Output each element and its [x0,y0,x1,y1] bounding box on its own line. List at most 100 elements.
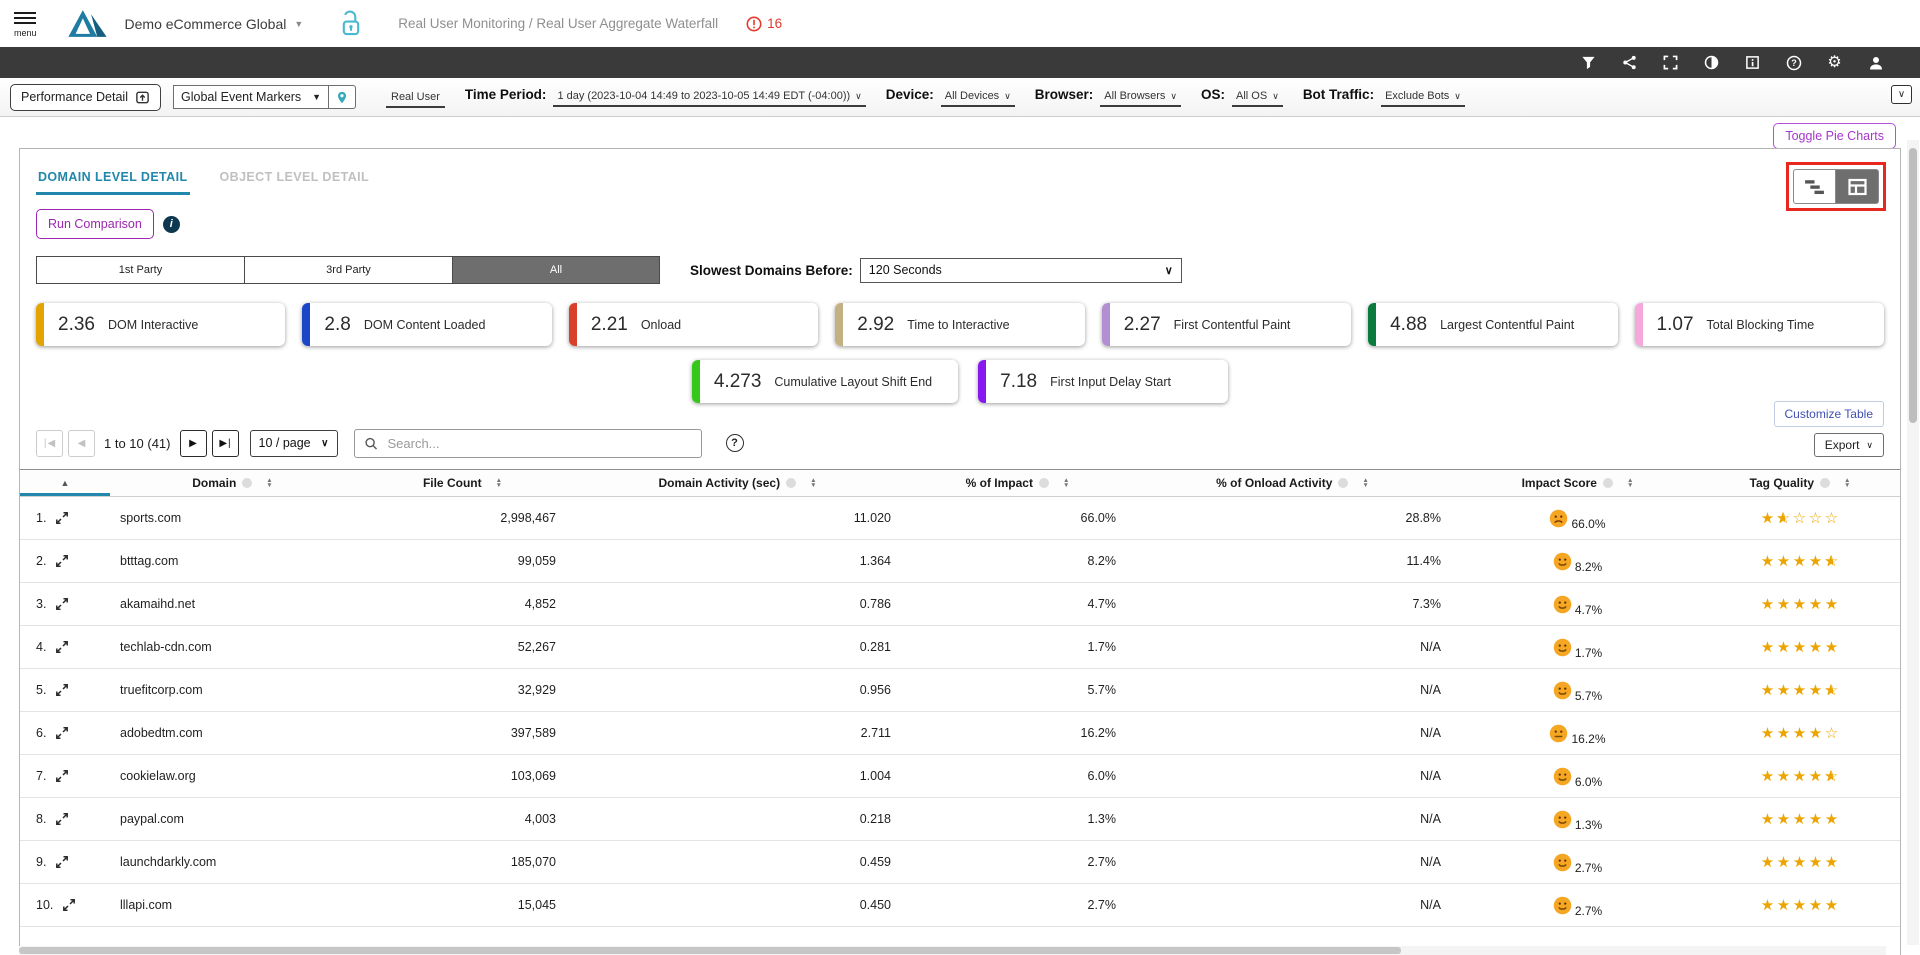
expand-icon[interactable] [55,726,69,740]
sort-icon: ▲ ▼ [1062,476,1070,489]
expand-icon[interactable] [55,812,69,826]
cell-domain[interactable]: sports.com [120,511,182,525]
column-header-row-number[interactable]: ▲ [20,470,110,496]
next-page-button[interactable]: ▶ [179,429,207,457]
export-button[interactable]: Export ∨ [1813,433,1884,457]
share-icon[interactable] [1609,47,1650,78]
column-header-file-count[interactable]: File Count ▲ ▼ [422,476,503,490]
first-party-button[interactable]: 1st Party [36,256,244,284]
first-page-button[interactable]: | ◀ [36,429,63,457]
chevron-down-icon: ▼ [294,18,304,29]
alert-badge[interactable]: 16 [746,16,782,32]
os-value[interactable]: All OS ∨ [1232,90,1283,107]
cell-domain[interactable]: paypal.com [120,812,184,826]
device-value[interactable]: All Devices ∨ [940,90,1015,107]
view-toggle-highlighted [1786,162,1886,211]
cell-domain[interactable]: launchdarkly.com [120,855,217,869]
expand-icon[interactable] [55,640,69,654]
horizontal-scrollbar[interactable] [19,946,1886,955]
real-user-mode-label[interactable]: Real User [386,91,445,108]
column-header-tag-quality[interactable]: Tag Quality ▲ ▼ [1749,476,1851,490]
slowest-domains-select[interactable]: 120 Seconds ∨ [859,257,1182,283]
unlock-icon[interactable] [339,9,362,38]
expand-icon[interactable] [62,898,76,912]
cell-domain[interactable]: akamaihd.net [120,597,196,611]
help-icon[interactable]: ? [1773,47,1814,78]
tab-object-level-detail[interactable]: OBJECT LEVEL DETAIL [219,170,370,184]
metric-value: 7.18 [1000,370,1038,392]
cell-onload-activity: 7.3% [1412,597,1442,611]
performance-detail-button[interactable]: Performance Detail [10,83,161,111]
toggle-pie-charts-button[interactable]: Toggle Pie Charts [1773,122,1896,149]
cell-impact-score: 5.7% [1455,678,1700,703]
cell-tag-quality: ★ ★ ★ ★ ★ [1760,897,1840,914]
waterfall-view-button[interactable] [1793,169,1836,204]
prev-page-button[interactable]: ◀ [68,429,95,457]
collapse-filters-button[interactable]: ∨ [1891,85,1912,104]
cell-file-count: 32,929 [517,683,556,697]
expand-icon[interactable] [55,855,69,869]
expand-icon[interactable] [55,511,69,525]
metric-color-bar [1101,303,1110,346]
column-header-onload-activity[interactable]: % of Onload Activity ▲ ▼ [1216,476,1369,490]
browser-value[interactable]: All Browsers ∨ [1100,90,1182,107]
time-period-value[interactable]: 1 day (2023-10-04 14:49 to 2023-10-05 14… [553,90,866,107]
expand-icon[interactable] [55,683,69,697]
fullscreen-icon[interactable] [1650,47,1691,78]
cell-tag-quality: ★ ★ ★ ★ ★ ☆ [1760,768,1840,785]
tab-domain-level-detail[interactable]: DOMAIN LEVEL DETAIL [36,161,190,195]
info-panel-icon[interactable] [1732,47,1773,78]
column-header-domain[interactable]: Domain ▲ ▼ [192,476,273,490]
table-row: 6. adobedtm.com 397,589 2.711 16.2% N/A … [20,712,1900,755]
cell-impact-score: 1.3% [1455,807,1700,832]
metric-color-bar [36,303,44,346]
os-label: OS: [1201,87,1226,102]
info-icon[interactable] [1820,478,1830,488]
cell-domain[interactable]: adobedtm.com [120,726,203,740]
settings-icon[interactable]: ⚙ [1827,53,1842,71]
filter-icon[interactable] [1568,47,1609,78]
bot-traffic-value[interactable]: Exclude Bots ∨ [1381,90,1465,107]
cell-domain[interactable]: lllapi.com [120,898,173,912]
hamburger-menu-button[interactable]: menu [14,9,37,38]
metric-value: 2.36 [58,313,95,335]
info-icon[interactable] [1338,478,1349,488]
user-icon[interactable] [1855,47,1896,78]
info-icon[interactable] [1602,478,1613,488]
vertical-scrollbar[interactable] [1907,140,1919,945]
cell-domain[interactable]: cookielaw.org [120,769,196,783]
expand-icon[interactable] [55,554,69,568]
run-comparison-button[interactable]: Run Comparison [36,209,154,239]
cell-domain-activity: 1.364 [859,554,891,568]
metric-value: 2.92 [857,313,895,335]
vertical-scrollbar-thumb[interactable] [1909,148,1917,423]
cell-domain[interactable]: techlab-cdn.com [120,640,212,654]
column-header-impact-score[interactable]: Impact Score ▲ ▼ [1521,476,1634,490]
brand-logo[interactable] [67,8,109,39]
info-icon[interactable]: i [162,215,180,233]
info-icon[interactable] [1038,478,1049,488]
column-header-impact[interactable]: % of Impact ▲ ▼ [965,476,1070,490]
cell-domain[interactable]: truefitcorp.com [120,683,203,697]
third-party-button[interactable]: 3rd Party [244,256,452,284]
page-size-select[interactable]: 10 / page ∨ [249,429,338,457]
expand-icon[interactable] [55,769,69,783]
account-selector[interactable]: Demo eCommerce Global ▼ [125,16,304,32]
last-page-button[interactable]: ▶ | [211,429,239,457]
sort-icon: ▲ ▼ [1626,476,1634,489]
horizontal-scrollbar-thumb[interactable] [19,947,1401,954]
customize-table-button[interactable]: Customize Table [1773,401,1884,427]
contrast-icon[interactable] [1691,47,1732,78]
info-icon[interactable] [242,478,253,488]
event-marker-pin-button[interactable] [329,85,356,109]
search-input[interactable] [385,434,692,452]
help-icon[interactable]: ? [725,434,744,452]
table-view-button[interactable] [1836,169,1879,204]
expand-icon[interactable] [55,597,69,611]
info-icon[interactable] [786,478,797,488]
cell-domain[interactable]: btttag.com [120,554,179,568]
all-party-button[interactable]: All [452,256,660,284]
event-markers-select[interactable]: Global Event Markers ▼ [173,85,329,109]
metric-card: 4.273 Cumulative Layout Shift End [691,360,959,403]
column-header-domain-activity[interactable]: Domain Activity (sec) ▲ ▼ [658,476,817,490]
